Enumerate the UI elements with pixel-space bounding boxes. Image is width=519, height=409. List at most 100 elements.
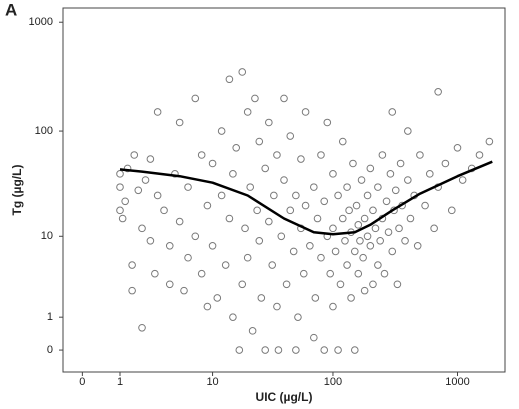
point <box>404 127 412 135</box>
point <box>286 206 295 215</box>
panel-label: A <box>5 0 17 19</box>
point <box>336 280 345 289</box>
point <box>359 253 367 262</box>
point <box>393 280 402 289</box>
point <box>261 164 270 173</box>
point <box>248 327 257 335</box>
point <box>378 151 387 159</box>
point <box>292 346 300 354</box>
point <box>160 206 168 215</box>
point <box>354 269 363 278</box>
point <box>184 183 192 191</box>
point <box>274 346 283 354</box>
point <box>341 237 349 245</box>
point <box>350 247 359 256</box>
point <box>225 214 234 223</box>
point <box>116 183 124 191</box>
point <box>134 186 143 195</box>
point <box>413 242 422 250</box>
point <box>138 224 146 233</box>
point <box>138 323 146 332</box>
point <box>382 197 391 206</box>
point <box>273 302 281 311</box>
point <box>241 224 249 233</box>
point <box>251 94 259 103</box>
point <box>165 280 174 289</box>
point <box>128 261 136 269</box>
point <box>376 237 384 245</box>
point <box>384 228 393 236</box>
point <box>203 201 212 210</box>
point <box>151 269 159 278</box>
y-tick-label: 100 <box>35 125 53 137</box>
point <box>363 191 372 200</box>
point <box>128 286 136 295</box>
point <box>374 261 382 269</box>
point <box>261 346 270 354</box>
point <box>425 170 434 178</box>
point <box>292 191 300 200</box>
point <box>208 159 217 168</box>
point <box>334 346 342 354</box>
point <box>354 221 363 229</box>
point <box>391 186 400 195</box>
point <box>350 346 359 354</box>
plot-frame <box>62 7 506 373</box>
point <box>116 170 124 178</box>
point <box>243 253 252 262</box>
point <box>406 214 415 223</box>
point <box>243 108 252 116</box>
point <box>371 224 380 233</box>
point <box>369 280 377 289</box>
point <box>388 108 397 116</box>
point <box>153 108 162 116</box>
point <box>404 176 412 184</box>
point <box>229 170 237 178</box>
point <box>388 247 397 256</box>
point <box>360 286 369 295</box>
point <box>369 206 377 215</box>
point <box>301 108 310 116</box>
point <box>246 183 255 191</box>
point <box>208 242 217 250</box>
point <box>297 155 305 163</box>
point <box>380 269 389 278</box>
point <box>323 118 332 127</box>
point <box>118 214 127 223</box>
point <box>191 232 200 241</box>
point <box>277 232 286 241</box>
point <box>320 197 329 206</box>
point <box>395 224 403 233</box>
point <box>311 294 320 302</box>
point <box>146 155 155 163</box>
point <box>416 151 424 159</box>
point <box>343 261 351 269</box>
point <box>313 214 322 223</box>
point <box>289 247 298 256</box>
point <box>213 294 222 302</box>
x-tick-label: 10 <box>206 376 218 388</box>
point <box>121 197 129 206</box>
point <box>349 159 357 168</box>
x-tick-label: 100 <box>324 376 342 388</box>
point <box>146 237 155 245</box>
y-axis-title: Tg (µg/L) <box>10 165 24 216</box>
point <box>317 151 325 159</box>
point <box>453 143 462 152</box>
point <box>116 206 124 215</box>
point <box>317 253 325 262</box>
point <box>153 191 162 200</box>
point <box>329 170 337 178</box>
point <box>386 170 395 178</box>
point <box>238 68 247 76</box>
point <box>257 294 266 302</box>
y-tick-label: 10 <box>41 230 53 242</box>
point <box>430 224 438 233</box>
point <box>421 201 429 210</box>
point <box>217 191 226 200</box>
point <box>171 170 179 178</box>
point <box>282 280 291 289</box>
point <box>253 206 261 215</box>
point <box>255 237 264 245</box>
